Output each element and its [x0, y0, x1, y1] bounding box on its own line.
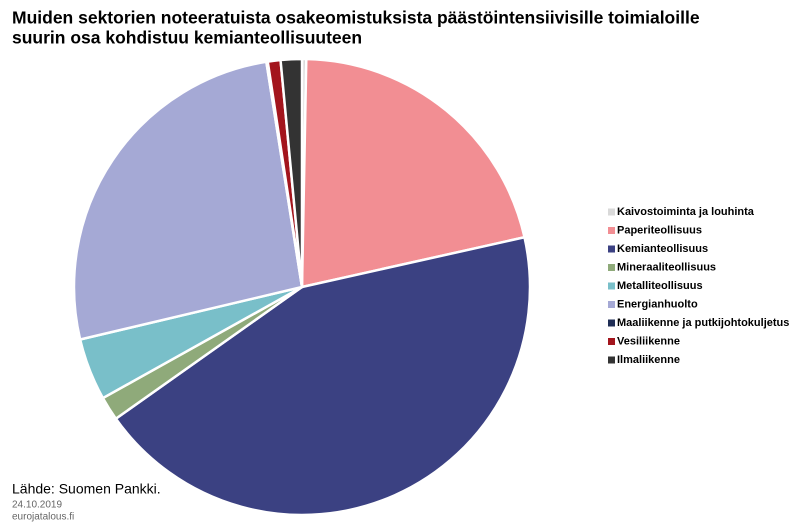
legend-label: Metalliteollisuus: [617, 280, 703, 292]
site: eurojatalous.fi: [12, 512, 74, 523]
chart-title: suurin osa kohdistuu kemianteollisuuteen: [12, 28, 362, 48]
pie-slice: [114, 235, 532, 517]
legend-label: Paperiteollisuus: [617, 224, 702, 236]
legend-label: Mineraaliteollisuus: [617, 261, 716, 273]
legend-label: Vesiliikenne: [617, 335, 680, 347]
legend-label: Energianhuolto: [617, 298, 698, 310]
legend-swatch: [608, 227, 615, 234]
legend-swatch: [608, 208, 615, 216]
legend-swatch: [608, 319, 615, 327]
pie-slice: [279, 57, 304, 288]
chart-title: Muiden sektorien noteeratuista osakeomis…: [12, 8, 700, 28]
legend-label: Kemianteollisuus: [617, 243, 708, 255]
pie-slice: [300, 57, 527, 289]
legend-label: Kaivostoiminta ja louhinta: [617, 206, 755, 218]
source: Lähde: Suomen Pankki.: [12, 481, 161, 497]
legend-swatch: [608, 356, 615, 364]
legend-swatch: [608, 282, 615, 290]
legend-label: Maaliikenne ja putkijohtokuljetus: [617, 317, 789, 329]
pie-slice: [72, 60, 304, 342]
legend-swatch: [608, 264, 615, 271]
legend-swatch: [608, 245, 615, 253]
date: 24.10.2019: [12, 500, 62, 511]
legend-label: Ilmaliikenne: [617, 354, 680, 366]
legend-swatch: [608, 338, 615, 345]
legend-swatch: [608, 301, 615, 308]
